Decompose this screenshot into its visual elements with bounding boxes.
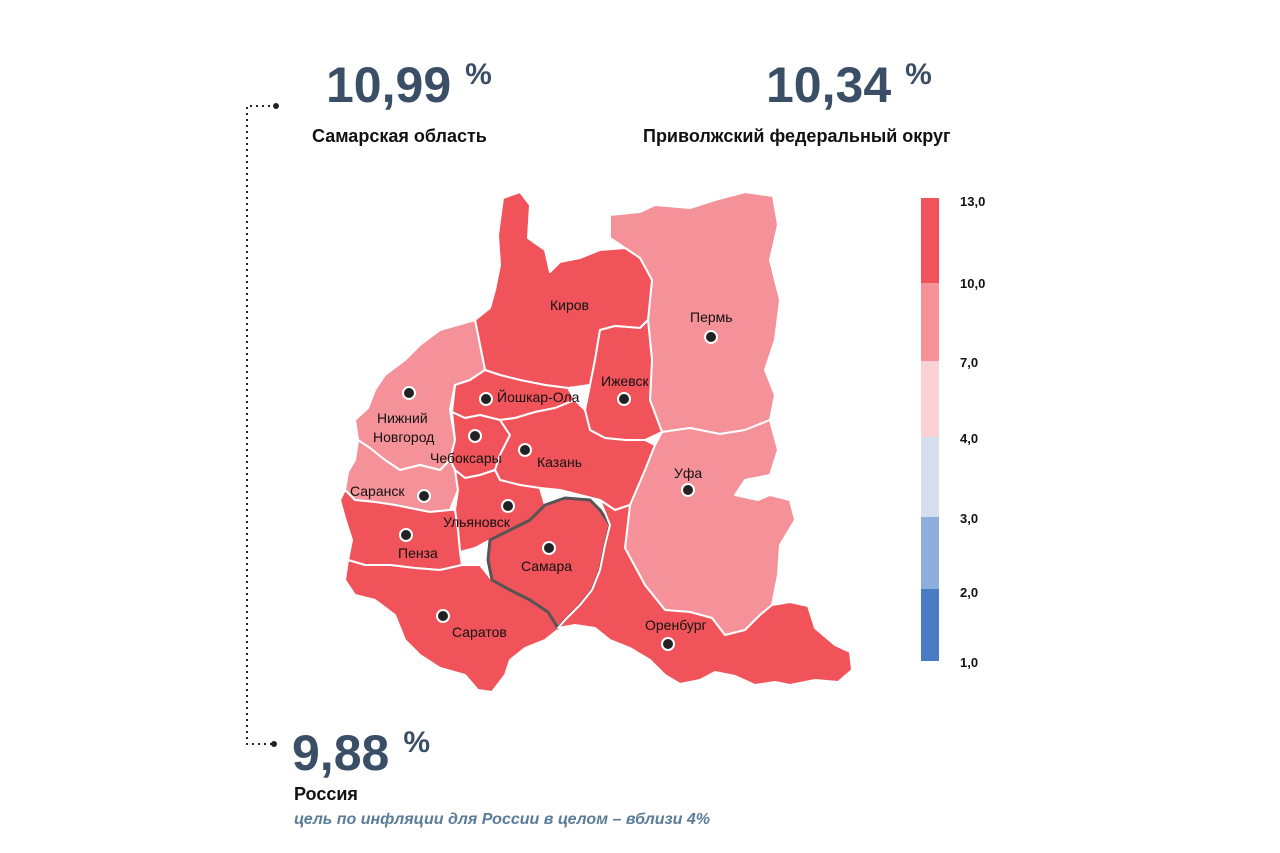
- city-label-saransk: Саранск: [350, 483, 405, 499]
- samara-inflation-value: 10,99%: [326, 57, 492, 113]
- city-dot-izhevsk[interactable]: [617, 392, 631, 406]
- region-penza[interactable]: [339, 489, 463, 571]
- city-label-kirov: Киров: [550, 297, 589, 313]
- samara-region-label: Самарская область: [312, 126, 487, 146]
- city-dot-ulyanovsk[interactable]: [501, 499, 515, 513]
- city-dot-orenburg[interactable]: [661, 637, 675, 651]
- volga-value-unit: %: [905, 58, 932, 91]
- city-markers: Киров Пермь Нижний Новгород Йошкар-Ола И…: [350, 297, 733, 651]
- city-dot-yoshkar[interactable]: [479, 392, 493, 406]
- city-dot-saransk[interactable]: [417, 489, 431, 503]
- russia-inflation-value: 9,88%: [292, 725, 431, 781]
- city-label-perm: Пермь: [690, 309, 733, 325]
- connector-dot-bottom: [271, 741, 277, 747]
- legend-tick-4: 4,0: [960, 431, 978, 446]
- city-dot-penza[interactable]: [399, 528, 413, 542]
- volga-district-label: Приволжский федеральный округ: [643, 126, 951, 146]
- city-dot-perm[interactable]: [704, 330, 718, 344]
- legend-band-1-2: [921, 589, 939, 661]
- city-label-nizhny-line1: Нижний: [377, 410, 428, 426]
- legend-band-4-7: [921, 361, 939, 437]
- city-label-samara: Самара: [521, 558, 572, 574]
- legend-scale: 13,0 10,0 7,0 4,0 3,0 2,0 1,0: [921, 194, 985, 670]
- city-label-ulyanovsk: Ульяновск: [443, 514, 511, 530]
- samara-value-number: 10,99: [326, 57, 452, 113]
- city-label-nizhny-line2: Новгород: [373, 429, 434, 445]
- legend-tick-3: 3,0: [960, 511, 978, 526]
- legend-tick-1: 1,0: [960, 655, 978, 670]
- legend-band-7-10: [921, 283, 939, 361]
- city-label-saratov: Саратов: [452, 624, 507, 640]
- city-dot-saratov[interactable]: [436, 609, 450, 623]
- city-dot-kazan[interactable]: [518, 443, 532, 457]
- legend-band-10-13: [921, 198, 939, 283]
- legend-band-2-3: [921, 517, 939, 589]
- city-label-cheboksary: Чебоксары: [430, 450, 502, 466]
- city-label-yoshkar: Йошкар-Ола: [497, 388, 580, 405]
- russia-label: Россия: [294, 784, 358, 804]
- city-label-ufa: Уфа: [674, 465, 702, 481]
- city-label-kazan: Казань: [537, 454, 582, 470]
- region-orenburg[interactable]: [557, 499, 853, 686]
- samara-value-unit: %: [465, 58, 492, 91]
- legend-band-3-4: [921, 437, 939, 517]
- legend-tick-2: 2,0: [960, 585, 978, 600]
- city-dot-ufa[interactable]: [681, 483, 695, 497]
- city-label-orenburg: Оренбург: [645, 617, 707, 633]
- legend-tick-7: 7,0: [960, 355, 978, 370]
- city-dot-samara[interactable]: [542, 541, 556, 555]
- city-dot-nizhny[interactable]: [402, 386, 416, 400]
- russia-value-unit: %: [403, 726, 431, 759]
- connector-dot-top: [273, 103, 279, 109]
- legend-tick-13: 13,0: [960, 194, 985, 209]
- legend-tick-10: 10,0: [960, 276, 985, 291]
- city-label-izhevsk: Ижевск: [601, 373, 649, 389]
- city-label-penza: Пенза: [398, 545, 438, 561]
- region-saratov[interactable]: [344, 559, 561, 693]
- regions: [339, 191, 853, 693]
- volga-inflation-value: 10,34%: [766, 57, 932, 113]
- russia-value-number: 9,88: [292, 725, 390, 781]
- volga-value-number: 10,34: [766, 57, 892, 113]
- inflation-target-note: цель по инфляции для России в целом – вб…: [294, 811, 711, 828]
- connector-bracket: [246, 105, 276, 745]
- city-dot-cheboksary[interactable]: [468, 429, 482, 443]
